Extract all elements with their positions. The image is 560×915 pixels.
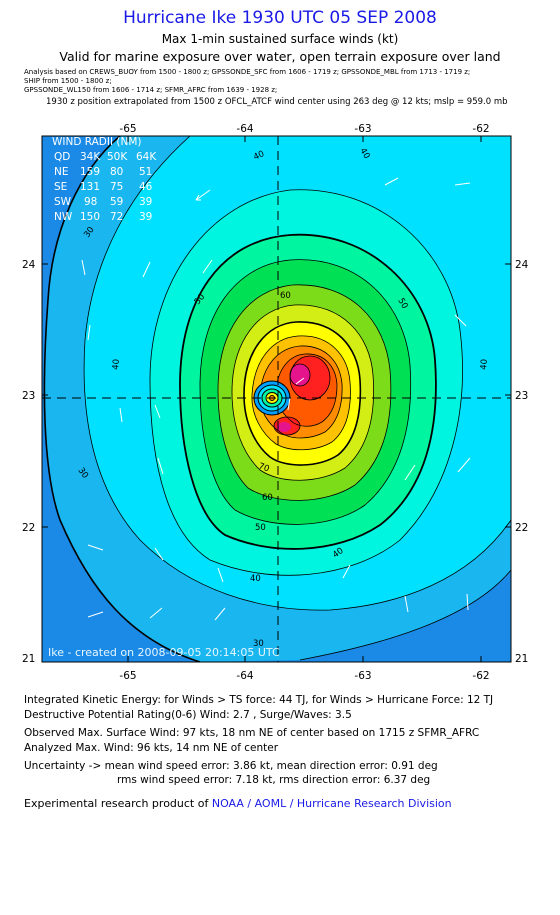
lat-tick-label: 21 — [515, 653, 528, 665]
svg-text:50K: 50K — [107, 151, 128, 163]
axis-ticks — [42, 136, 511, 662]
ike-info: Integrated Kinetic Energy: for Winds > T… — [24, 694, 494, 706]
wind-radii-table: WIND RADII (NM) QD 34K 50K 64K NE 159 80… — [52, 136, 157, 223]
destructive-potential-info: Destructive Potential Rating(0-6) Wind: … — [24, 709, 352, 721]
svg-text:SE: SE — [54, 181, 67, 193]
lon-labels-top: -65 -64 -63 -62 — [119, 123, 489, 135]
contour-value-labels: 30 30 30 40 40 40 40 40 40 50 50 50 60 6… — [76, 147, 490, 650]
map-frame — [41, 135, 512, 663]
svg-text:75: 75 — [110, 181, 123, 193]
svg-text:98: 98 — [84, 196, 97, 208]
lon-tick-label: -64 — [236, 670, 253, 682]
lon-tick-label: -65 — [119, 123, 136, 135]
svg-text:NE: NE — [54, 166, 69, 178]
svg-text:QD: QD — [54, 151, 70, 163]
wind-radii-row: SE 131 75 46 — [54, 181, 153, 193]
observed-max-wind-info: Observed Max. Surface Wind: 97 kts, 18 n… — [24, 727, 480, 739]
lat-tick-label: 22 — [22, 522, 35, 534]
lon-tick-label: -62 — [472, 123, 489, 135]
svg-text:150: 150 — [80, 211, 100, 223]
svg-text:39: 39 — [139, 196, 152, 208]
svg-text:131: 131 — [80, 181, 100, 193]
svg-text:159: 159 — [80, 166, 100, 178]
eye-center — [253, 380, 291, 416]
wind-radii-row: SW 98 59 39 — [54, 196, 152, 208]
lon-tick-label: -64 — [236, 123, 253, 135]
lat-tick-label: 22 — [515, 522, 528, 534]
contour-label-50: 50 — [395, 297, 409, 311]
svg-text:72: 72 — [110, 211, 123, 223]
position-note: 1930 z position extrapolated from 1500 z… — [46, 97, 508, 107]
analysis-sources-line: SHIP from 1500 - 1800 z; — [24, 77, 112, 85]
lat-labels: 24 23 22 21 24 23 22 21 — [22, 259, 529, 665]
lat-tick-label: 24 — [515, 259, 529, 271]
created-timestamp: Ike - created on 2008-09-05 20:14:05 UTC — [48, 646, 280, 659]
wind-contours — [42, 136, 511, 662]
svg-text:51: 51 — [139, 166, 152, 178]
contour-label-40: 40 — [252, 149, 266, 163]
contour-label-30: 30 — [253, 639, 264, 649]
wind-radii-header: QD 34K 50K 64K — [54, 151, 157, 163]
contour-lines — [43, 136, 511, 662]
svg-text:SW: SW — [54, 196, 72, 208]
lat-tick-label: 23 — [22, 390, 35, 402]
hrd-link[interactable]: NOAA / AOML / Hurricane Research Divisio… — [211, 797, 452, 810]
contour-label-60: 60 — [262, 493, 273, 503]
footer-prefix: Experimental research product of — [24, 797, 212, 810]
svg-text:34K: 34K — [80, 151, 101, 163]
wind-band-95-s — [277, 422, 291, 432]
validity-note: Valid for marine exposure over water, op… — [59, 49, 501, 64]
lon-labels-bottom: -65 -64 -63 -62 — [119, 670, 489, 682]
svg-text:80: 80 — [110, 166, 123, 178]
wind-band-95-ne — [290, 364, 310, 386]
map-subtitle: Max 1-min sustained surface winds (kt) — [161, 32, 399, 46]
svg-text:NW: NW — [54, 211, 73, 223]
contour-label-40: 40 — [357, 147, 371, 161]
contour-label-40: 40 — [479, 359, 490, 371]
contour-label-60: 60 — [280, 291, 291, 301]
lon-tick-label: -63 — [354, 123, 371, 135]
uncertainty-rms-info: rms wind speed error: 7.18 kt, rms direc… — [117, 774, 431, 786]
svg-text:46: 46 — [139, 181, 153, 193]
contour-label-70: 70 — [257, 461, 271, 474]
contour-label-50: 50 — [255, 523, 266, 533]
lon-tick-label: -63 — [354, 670, 371, 682]
svg-text:64K: 64K — [136, 151, 157, 163]
lon-tick-label: -62 — [472, 670, 489, 682]
wind-field-map: -65 -64 -63 -62 -65 -64 -63 -62 24 23 22… — [22, 123, 529, 682]
svg-text:39: 39 — [139, 211, 152, 223]
center-crosshair — [42, 136, 511, 662]
wind-vectors — [81, 177, 471, 621]
contour-label-40: 40 — [111, 359, 122, 371]
analysis-sources-line: GPSSONDE_WL150 from 1606 - 1714 z; SFMR_… — [24, 86, 278, 94]
contour-label-40: 40 — [250, 574, 261, 584]
analyzed-max-wind-info: Analyzed Max. Wind: 96 kts, 14 nm NE of … — [24, 742, 279, 754]
footer-credit: Experimental research product of NOAA / … — [24, 797, 452, 810]
page-title: Hurricane Ike 1930 UTC 05 SEP 2008 — [123, 8, 437, 28]
lon-tick-label: -65 — [119, 670, 136, 682]
uncertainty-info: Uncertainty -> mean wind speed error: 3.… — [24, 760, 438, 772]
analysis-sources-line: Analysis based on CREWS_BUOY from 1500 -… — [24, 68, 471, 76]
lat-tick-label: 24 — [22, 259, 36, 271]
wind-radii-title: WIND RADII (NM) — [52, 136, 142, 148]
wind-radii-row: NW 150 72 39 — [54, 211, 152, 223]
wind-radii-row: NE 159 80 51 — [54, 166, 152, 178]
lat-tick-label: 23 — [515, 390, 528, 402]
svg-text:59: 59 — [110, 196, 123, 208]
lat-tick-label: 21 — [22, 653, 35, 665]
